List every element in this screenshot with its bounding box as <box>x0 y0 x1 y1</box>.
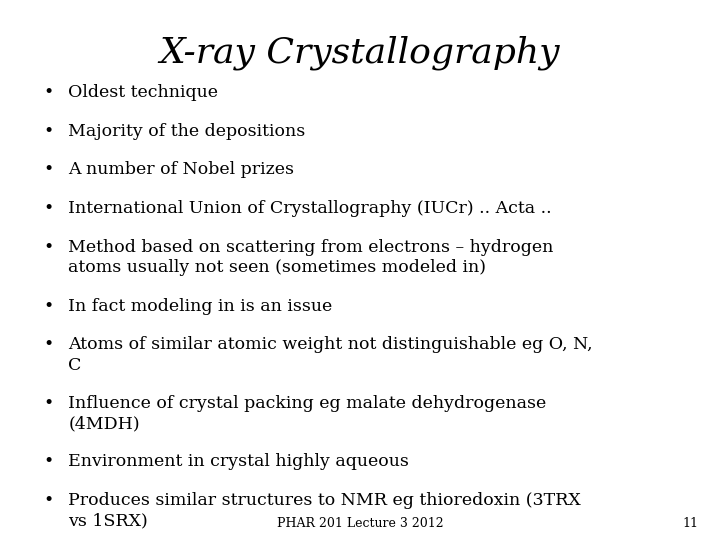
Text: •: • <box>43 395 53 411</box>
Text: •: • <box>43 200 53 217</box>
Text: •: • <box>43 453 53 470</box>
Text: 11: 11 <box>683 517 698 530</box>
Text: Method based on scattering from electrons – hydrogen
atoms usually not seen (som: Method based on scattering from electron… <box>68 239 554 276</box>
Text: X-ray Crystallography: X-ray Crystallography <box>160 35 560 70</box>
Text: Environment in crystal highly aqueous: Environment in crystal highly aqueous <box>68 453 409 470</box>
Text: Influence of crystal packing eg malate dehydrogenase
(4MDH): Influence of crystal packing eg malate d… <box>68 395 546 432</box>
Text: •: • <box>43 298 53 314</box>
Text: Produces similar structures to NMR eg thioredoxin (3TRX
vs 1SRX): Produces similar structures to NMR eg th… <box>68 492 581 529</box>
Text: PHAR 201 Lecture 3 2012: PHAR 201 Lecture 3 2012 <box>276 517 444 530</box>
Text: Oldest technique: Oldest technique <box>68 84 218 100</box>
Text: •: • <box>43 123 53 139</box>
Text: A number of Nobel prizes: A number of Nobel prizes <box>68 161 294 178</box>
Text: •: • <box>43 161 53 178</box>
Text: •: • <box>43 492 53 509</box>
Text: Majority of the depositions: Majority of the depositions <box>68 123 306 139</box>
Text: •: • <box>43 239 53 256</box>
Text: Atoms of similar atomic weight not distinguishable eg O, N,
C: Atoms of similar atomic weight not disti… <box>68 336 593 374</box>
Text: International Union of Crystallography (IUCr) .. Acta ..: International Union of Crystallography (… <box>68 200 552 217</box>
Text: In fact modeling in is an issue: In fact modeling in is an issue <box>68 298 333 314</box>
Text: •: • <box>43 84 53 100</box>
Text: •: • <box>43 336 53 353</box>
